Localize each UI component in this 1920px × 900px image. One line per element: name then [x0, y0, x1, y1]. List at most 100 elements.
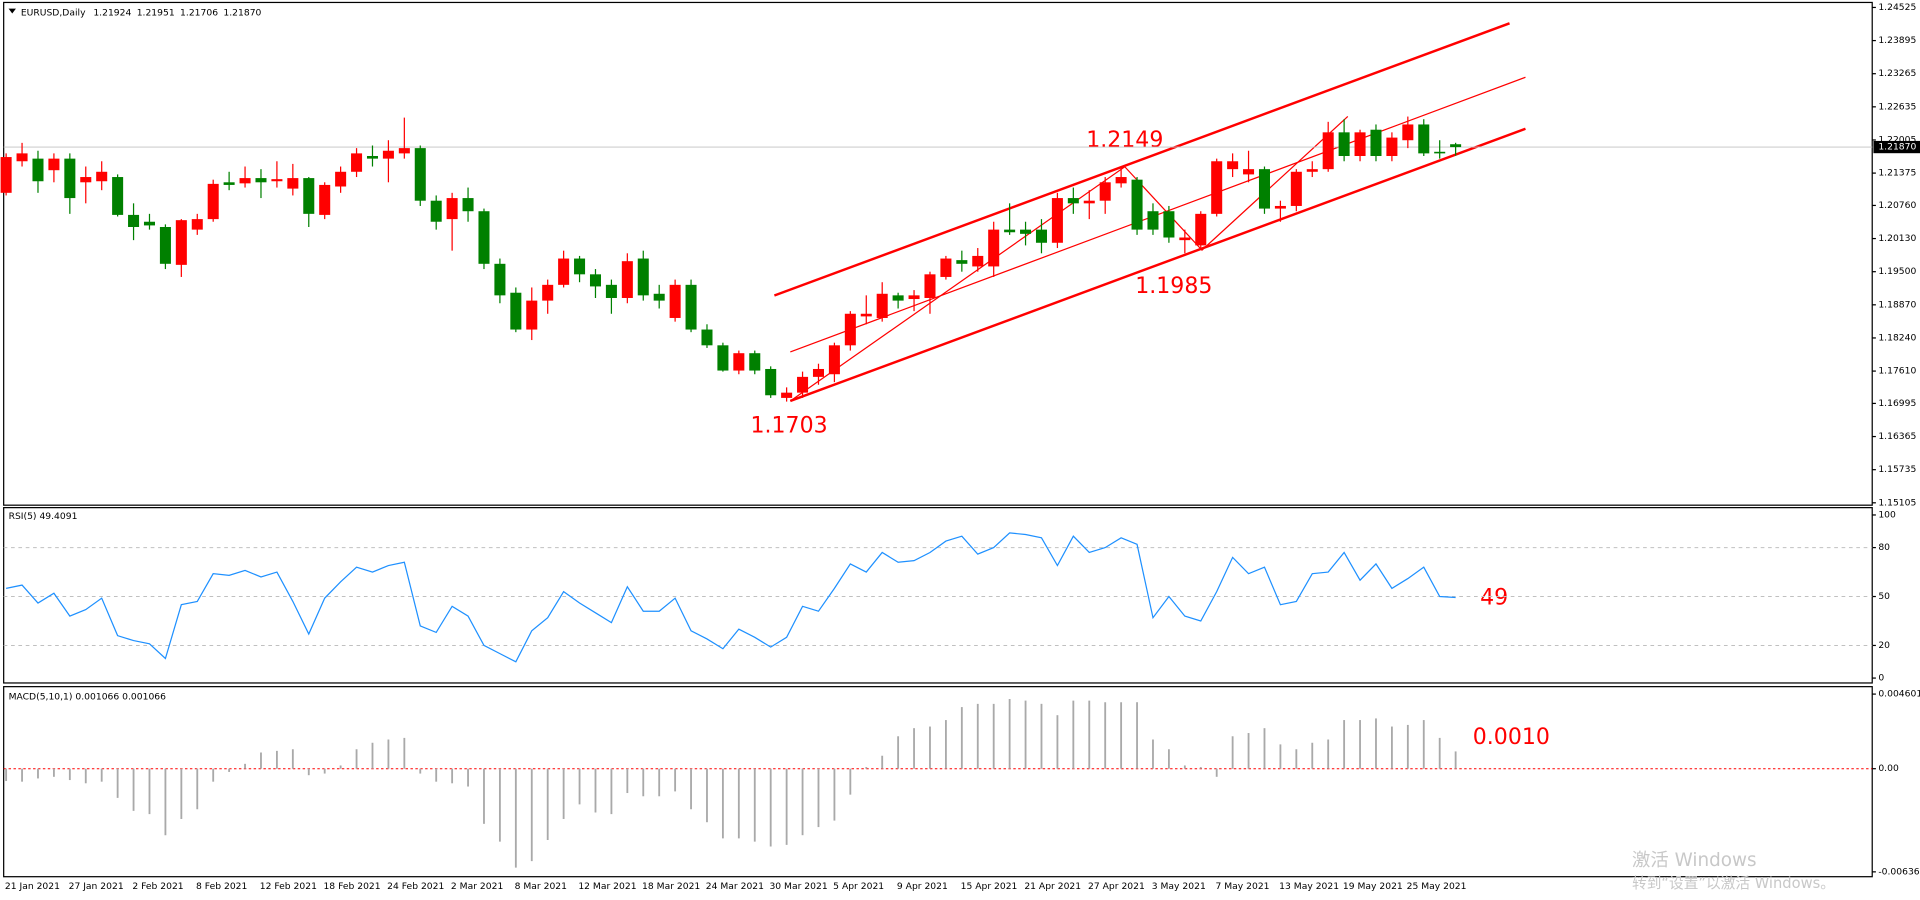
candle-body [653, 293, 665, 301]
candle-body [1370, 129, 1382, 157]
candle-body [271, 179, 283, 182]
y-tick-label: 1.23265 [1878, 68, 1916, 79]
macd-panel [3, 686, 1873, 878]
zigzag [789, 116, 1349, 402]
x-tick-label: 15 Apr 2021 [961, 881, 1018, 892]
candle-body [239, 178, 251, 184]
y-tick-label: -0.006361 [1878, 866, 1920, 877]
watermark: 激活 Windows [1632, 850, 1757, 871]
y-tick-label: 1.18870 [1878, 299, 1916, 310]
bid-label: 1.21870 [1878, 142, 1916, 153]
y-tick-label: 0.004601 [1878, 689, 1920, 700]
candle-body [1418, 124, 1430, 154]
candle-body [1258, 169, 1270, 209]
x-tick-label: 2 Mar 2021 [451, 881, 503, 892]
rsi-name: RSI(5) [9, 511, 37, 522]
candle-body [1179, 237, 1191, 241]
x-tick-label: 7 May 2021 [1215, 881, 1269, 892]
y-tick-label: 1.20130 [1878, 233, 1916, 244]
y-tick-label: 1.18240 [1878, 332, 1916, 343]
channel-upper [773, 22, 1510, 297]
chart-title: EURUSD,Daily [21, 7, 86, 18]
candle-body [733, 353, 745, 371]
candle-body [478, 211, 490, 264]
candle-body [510, 292, 522, 330]
candle-body [828, 345, 840, 375]
y-tick-label: 1.22005 [1878, 134, 1916, 145]
candle-body [414, 148, 426, 201]
candle-body [32, 158, 44, 182]
y-tick-label: 1.15105 [1878, 497, 1916, 508]
x-tick-label: 3 May 2021 [1152, 881, 1206, 892]
candle-body [637, 258, 649, 296]
candle-body [1004, 229, 1016, 233]
candle-body [526, 300, 538, 330]
candle-body [781, 392, 793, 398]
candle-body [908, 295, 920, 300]
y-tick-label: 20 [1878, 640, 1890, 651]
candle-body [765, 368, 777, 396]
candle-body [1163, 211, 1175, 238]
candle-body [1099, 182, 1111, 201]
candle-body [1243, 169, 1255, 175]
candle-body [207, 183, 219, 220]
candle-body [48, 158, 60, 171]
y-tick-label: 0.00 [1878, 763, 1899, 774]
annotation: 1.1985 [1135, 274, 1212, 299]
bid-label-box [1873, 140, 1920, 154]
candle-body [159, 226, 171, 264]
y-tick-label: 1.24525 [1878, 2, 1916, 13]
y-tick-label: 1.20760 [1878, 200, 1916, 211]
x-tick-label: 8 Mar 2021 [515, 881, 567, 892]
macd-signal: 0.001066 [122, 691, 166, 702]
candle-body [1211, 161, 1223, 214]
candle-body [1290, 171, 1302, 206]
x-tick-label: 19 May 2021 [1343, 881, 1403, 892]
candle-body [558, 258, 570, 285]
x-tick-label: 24 Mar 2021 [706, 881, 764, 892]
x-tick-label: 8 Feb 2021 [196, 881, 247, 892]
x-tick-label: 2 Feb 2021 [132, 881, 183, 892]
candle-body [96, 171, 108, 182]
candle-body [844, 313, 856, 346]
candle-body [1322, 132, 1334, 170]
x-tick-label: 21 Apr 2021 [1024, 881, 1081, 892]
y-tick-label: 1.15735 [1878, 464, 1916, 475]
candle-body [1402, 124, 1414, 141]
candle-body [1147, 211, 1159, 230]
rsi-title: RSI(5) 49.4091 [9, 511, 78, 522]
candle-body [860, 313, 872, 317]
candle-body [621, 261, 633, 298]
candle-body [1067, 198, 1079, 204]
candle-body [1306, 169, 1318, 172]
y-tick-label: 1.22635 [1878, 101, 1916, 112]
rsi-last: 49.4091 [39, 511, 77, 522]
chart-header: EURUSD,Daily 1.21924 1.21951 1.21706 1.2… [21, 7, 262, 18]
candle-body [940, 258, 952, 277]
candle-body [382, 150, 394, 159]
candle-body [1354, 132, 1366, 157]
candle-body [956, 260, 968, 264]
macd-title: MACD(5,10,1) 0.001066 0.001066 [9, 691, 167, 702]
watermark: 转到“设置”以激活 Windows。 [1632, 875, 1835, 892]
trend-lines [773, 22, 1526, 403]
y-tick-label: 1.16995 [1878, 398, 1916, 409]
rsi-line [6, 532, 1456, 663]
x-tick-label: 13 May 2021 [1279, 881, 1339, 892]
candle-body [924, 274, 936, 298]
candle-body [749, 353, 761, 371]
candle-body [1386, 137, 1398, 157]
candle-body [319, 184, 331, 215]
x-tick-label: 18 Feb 2021 [323, 881, 380, 892]
candle-body [430, 200, 442, 222]
candle-body [128, 214, 140, 227]
menu-arrow[interactable] [8, 8, 16, 14]
candle-body [1195, 213, 1207, 246]
x-tick-label: 27 Apr 2021 [1088, 881, 1145, 892]
candle-body [812, 368, 824, 377]
candle-body [351, 153, 363, 172]
x-tick-label: 12 Mar 2021 [578, 881, 636, 892]
candle-body [112, 177, 124, 215]
